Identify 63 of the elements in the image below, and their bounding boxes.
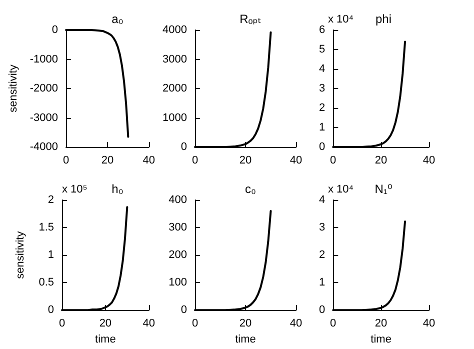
- y-tick-label: -3000: [30, 112, 58, 124]
- y-tick-label: 100: [168, 276, 187, 289]
- x-tick-label: 0: [330, 318, 336, 330]
- x-tick-label: 40: [422, 318, 436, 330]
- y-tick-label: 3000: [162, 53, 187, 66]
- chart-title: Rₒₚₜ: [240, 12, 262, 26]
- y-axis-title: sensitivity: [8, 64, 20, 112]
- x-axis-title: time: [235, 334, 256, 346]
- x-tick-label: 20: [374, 154, 388, 166]
- y-tick-label: 5: [318, 44, 326, 56]
- chart-title: c₀: [245, 182, 256, 196]
- x-tick-label: 20: [101, 154, 114, 166]
- y-tick-label: 2000: [162, 82, 187, 94]
- y-tick-label: 4: [318, 194, 326, 206]
- y-tick-label: 2: [48, 194, 54, 206]
- chart-title: h₀: [112, 182, 124, 196]
- y-tick-label: 4: [318, 63, 326, 75]
- y-tick-label: -2000: [30, 82, 58, 94]
- y-tick-label: 400: [168, 194, 187, 206]
- y-tick-label: 3: [318, 82, 326, 94]
- y-tick-label: 6: [318, 24, 326, 36]
- x-tick-label: 20: [99, 318, 112, 330]
- x-tick-label: 40: [422, 154, 436, 166]
- chart-title: a₀: [112, 12, 124, 26]
- y-tick-label: 3: [318, 222, 326, 234]
- x-axis-title: time: [370, 334, 392, 346]
- y-tick-label: 0: [318, 304, 326, 316]
- y-tick-label: 0: [52, 24, 58, 36]
- chart-title: phi: [375, 12, 392, 26]
- x-tick-label: 0: [62, 154, 70, 166]
- x-tick-label: 0: [330, 154, 336, 166]
- y-tick-label: 300: [168, 222, 187, 234]
- y-tick-label: 0.5: [38, 276, 54, 289]
- y-tick-label: -1000: [30, 53, 58, 66]
- y-tick-label: 2: [318, 102, 326, 114]
- x-tick-label: 40: [290, 318, 302, 330]
- x-tick-label: 20: [239, 154, 252, 166]
- text: x 10⁵: [62, 184, 88, 196]
- x-tick-label: 40: [290, 154, 302, 166]
- x-tick-label: 40: [142, 154, 156, 166]
- y-tick-label: 1: [48, 249, 54, 262]
- y-tick-label: 1.5: [38, 222, 54, 234]
- y-tick-label: 0: [48, 304, 54, 316]
- x-axis-title: time: [95, 334, 116, 346]
- y-tick-label: -4000: [30, 141, 58, 153]
- y-tick-label: 0: [318, 141, 326, 153]
- y-tick-label: 1: [318, 276, 326, 289]
- x-tick-label: 0: [192, 318, 198, 330]
- y-tick-label: 1000: [162, 112, 187, 124]
- y-tick-label: 0: [180, 304, 187, 316]
- text: x 10⁴: [328, 184, 354, 196]
- y-tick-label: 200: [168, 249, 187, 262]
- y-tick-label: 1: [318, 122, 326, 134]
- text: x 10⁴: [328, 14, 354, 26]
- y-tick-label: 4000: [162, 24, 187, 36]
- x-tick-label: 20: [239, 318, 252, 330]
- x-tick-label: 20: [374, 318, 388, 330]
- chart-title: N₁⁰: [374, 182, 392, 196]
- x-tick-label: 0: [192, 154, 198, 166]
- y-tick-label: 0: [180, 141, 187, 153]
- x-tick-label: 40: [142, 318, 156, 330]
- y-axis-title: sensitivity: [14, 230, 26, 279]
- y-tick-label: 2: [318, 249, 326, 262]
